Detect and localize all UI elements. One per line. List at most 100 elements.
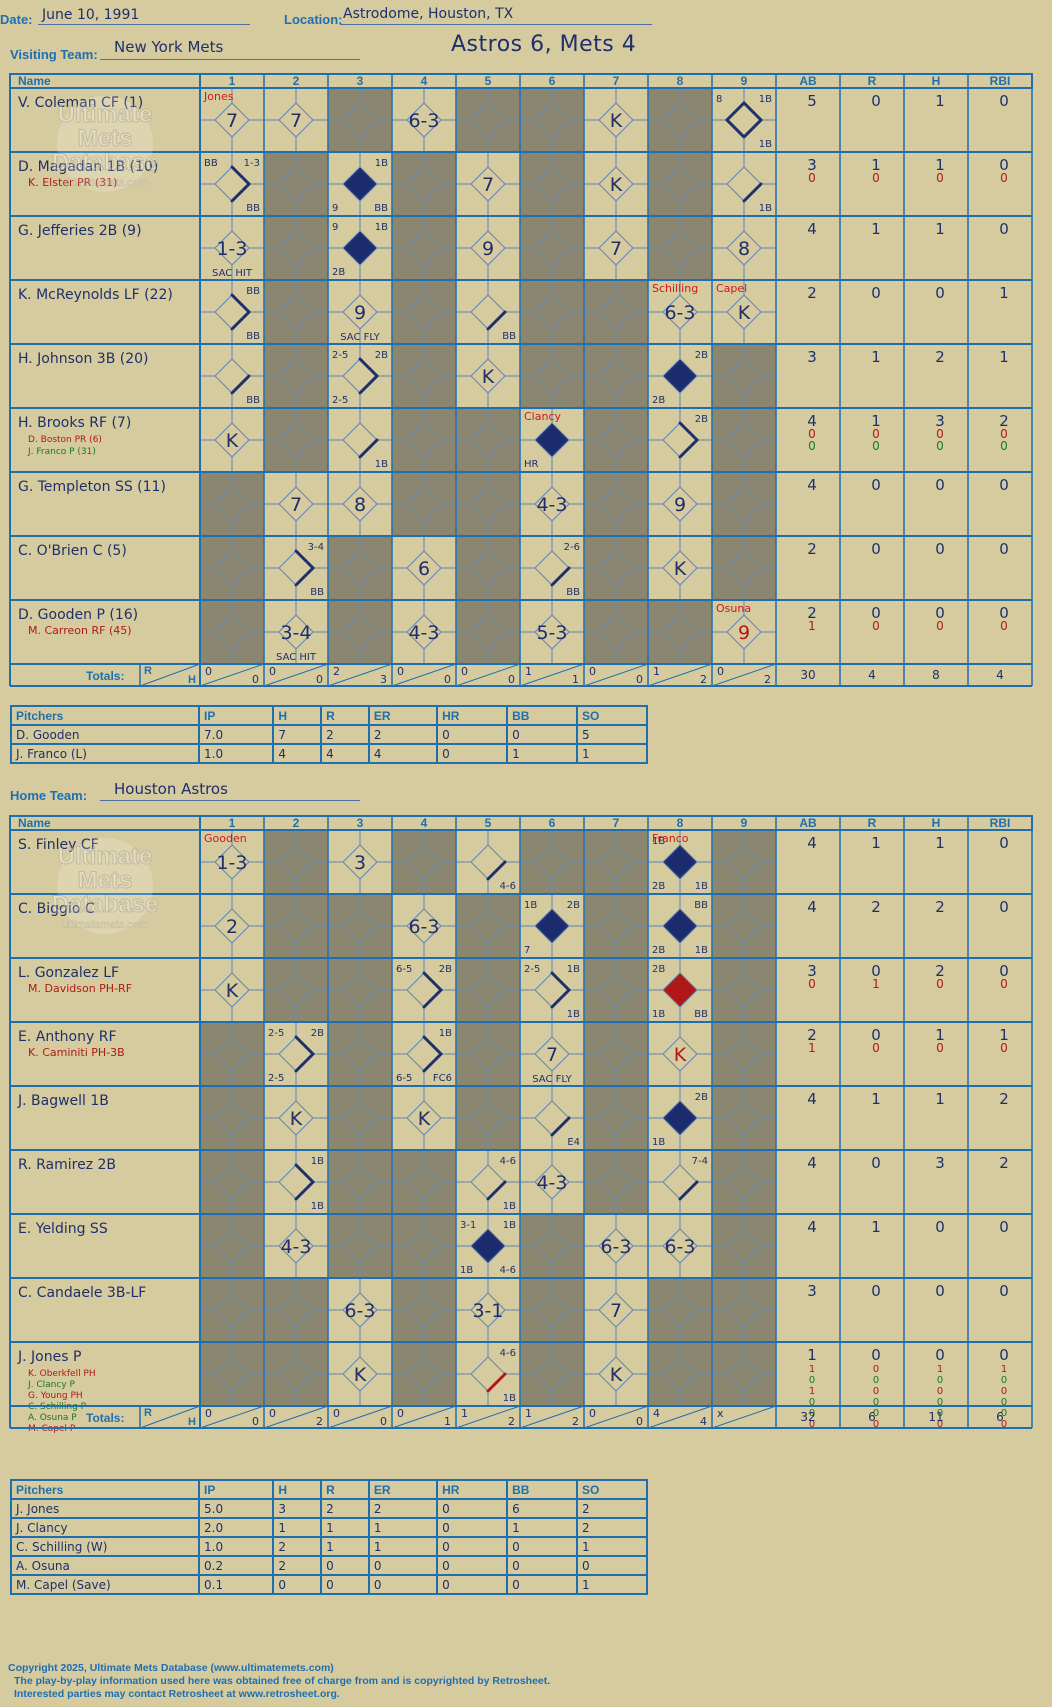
pitcher-stat: 1 bbox=[320, 1517, 370, 1538]
player-name-cell bbox=[10, 1022, 200, 1086]
player-stat-value: 0 bbox=[999, 1218, 1009, 1236]
run-scored-diamond bbox=[535, 909, 569, 943]
pitcher-stat: 1.0 bbox=[197, 1536, 275, 1557]
player-name-cell bbox=[10, 894, 200, 958]
play-note: 1B bbox=[524, 900, 537, 911]
player-stat-value: 1 bbox=[871, 220, 881, 238]
player-stat-value: 1 bbox=[808, 619, 816, 633]
play-result: 6-3 bbox=[408, 916, 439, 938]
player-stat-value: 0 bbox=[872, 619, 880, 633]
pitcher-stat: 2 bbox=[320, 724, 370, 745]
pitcher-stat: 3 bbox=[272, 1498, 323, 1519]
inning-runs-total: 1 bbox=[653, 665, 660, 678]
copyright-footer: Copyright 2025, Ultimate Mets Database (… bbox=[8, 1662, 550, 1701]
inning-header: 5 bbox=[485, 74, 492, 88]
play-result: 6-3 bbox=[408, 110, 439, 132]
player-stat-value: 1 bbox=[871, 412, 881, 430]
play-note: 6-5 bbox=[396, 964, 412, 975]
player-name-cell bbox=[10, 1086, 200, 1150]
play-note: 1B bbox=[375, 222, 388, 233]
player-stat-value: 0 bbox=[872, 1041, 880, 1055]
player-stat-value: 0 bbox=[1001, 1386, 1007, 1397]
inning-hits-total: 0 bbox=[508, 673, 515, 686]
player-stat-value: 2 bbox=[935, 348, 945, 366]
player-stat-value: 3 bbox=[935, 1154, 945, 1172]
player-stat-value: 4 bbox=[807, 898, 817, 916]
team-stat-total: 11 bbox=[928, 1410, 943, 1424]
play-note: SAC HIT bbox=[276, 652, 317, 663]
pitchers-header: Pitchers bbox=[10, 1479, 200, 1500]
play-note: 2-5 bbox=[332, 395, 348, 406]
pitcher-stat: 0 bbox=[506, 1555, 578, 1576]
play-note: BB bbox=[566, 587, 580, 598]
play-note: 2-5 bbox=[524, 964, 540, 975]
play-result: K bbox=[418, 1108, 431, 1130]
pitcher-name: J. Franco (L) bbox=[10, 743, 200, 764]
retrosheet-contact-line: Interested parties may contact Retroshee… bbox=[14, 1688, 340, 1700]
watermark-badge bbox=[57, 838, 153, 934]
play-note: 1B bbox=[759, 94, 772, 105]
player-stat-value: 1 bbox=[871, 1218, 881, 1236]
pitcher-stat: 2 bbox=[576, 1517, 648, 1538]
pitcher-row: J. Clancy 2.0 1 1 1 0 1 2 bbox=[10, 1517, 648, 1538]
player-name-cell bbox=[10, 830, 200, 894]
player-stat-value: 4 bbox=[807, 1090, 817, 1108]
inning-hits-total: 1 bbox=[444, 1415, 451, 1428]
player-stat-value: 0 bbox=[936, 977, 944, 991]
play-note: 2B bbox=[695, 414, 708, 425]
pitcher-stat: 1 bbox=[576, 1536, 648, 1557]
play-result: 4-3 bbox=[280, 1236, 311, 1258]
player-stat-value: 0 bbox=[935, 604, 945, 622]
play-note: 1B bbox=[439, 1028, 452, 1039]
player-name: J. Bagwell 1B bbox=[17, 1093, 109, 1109]
totals-divider bbox=[139, 1405, 201, 1429]
player-stat-value: 4 bbox=[807, 1154, 817, 1172]
basepath-line bbox=[678, 1180, 699, 1201]
totals-runs-key: R bbox=[144, 665, 152, 677]
pitcher-stat: 4 bbox=[320, 743, 370, 764]
player-stat-value: 0 bbox=[873, 1419, 879, 1430]
substitute-name: M. Carreon RF (45) bbox=[28, 624, 132, 637]
player-name: C. O'Brien C (5) bbox=[18, 543, 127, 559]
player-name: H. Johnson 3B (20) bbox=[18, 351, 149, 367]
basepath-line bbox=[550, 566, 571, 587]
home-pitchers-table: Pitchers IP H R ER HR BB SO J. Jones 5.0 3… bbox=[10, 1479, 648, 1595]
totals-divider bbox=[711, 1405, 777, 1429]
pitcher-stat: 2 bbox=[367, 724, 439, 745]
player-stat-value: 5 bbox=[807, 92, 817, 110]
pitcher-stat: 1.0 bbox=[197, 743, 275, 764]
player-stat-value: 0 bbox=[936, 619, 944, 633]
basepath-line bbox=[294, 1163, 316, 1201]
inning-runs-total: 0 bbox=[269, 1407, 276, 1420]
inning-runs-total: 2 bbox=[333, 665, 340, 678]
basepath-line bbox=[724, 100, 764, 139]
play-note: BB bbox=[246, 286, 260, 297]
totals-divider bbox=[519, 663, 585, 687]
inning-hits-total: 0 bbox=[636, 1415, 643, 1428]
pitchers-header-row: Pitchers IP H R ER HR BB SO bbox=[10, 1479, 648, 1500]
play-note: 3-1 bbox=[460, 1220, 476, 1231]
player-stat-value: 0 bbox=[1000, 1041, 1008, 1055]
inning-runs-total: 0 bbox=[205, 1407, 212, 1420]
game-location: Astrodome, Houston, TX bbox=[343, 6, 514, 22]
play-note: 3-4 bbox=[308, 542, 324, 553]
player-stat-value: 0 bbox=[872, 427, 880, 441]
player-stat-value: 3 bbox=[935, 412, 945, 430]
play-result: 9 bbox=[738, 622, 750, 644]
player-stat-value: 2 bbox=[935, 962, 945, 980]
inning-hits-total: 0 bbox=[252, 1415, 259, 1428]
inning-runs-total: 0 bbox=[333, 1407, 340, 1420]
player-name-cell bbox=[10, 1278, 200, 1342]
play-note: 4-6 bbox=[500, 1265, 516, 1276]
pitcher-stat: 6 bbox=[506, 1498, 578, 1519]
player-stat-value: 0 bbox=[937, 1375, 943, 1386]
player-stat-value: 0 bbox=[999, 604, 1009, 622]
play-note: 1B bbox=[759, 203, 772, 214]
play-result: 4-3 bbox=[536, 1172, 567, 1194]
player-stat-value: 1 bbox=[999, 1026, 1009, 1044]
player-stat-value: 0 bbox=[935, 476, 945, 494]
player-name-cell bbox=[10, 152, 200, 216]
header-row bbox=[9, 73, 1033, 89]
play-note: 1B bbox=[567, 1009, 580, 1020]
